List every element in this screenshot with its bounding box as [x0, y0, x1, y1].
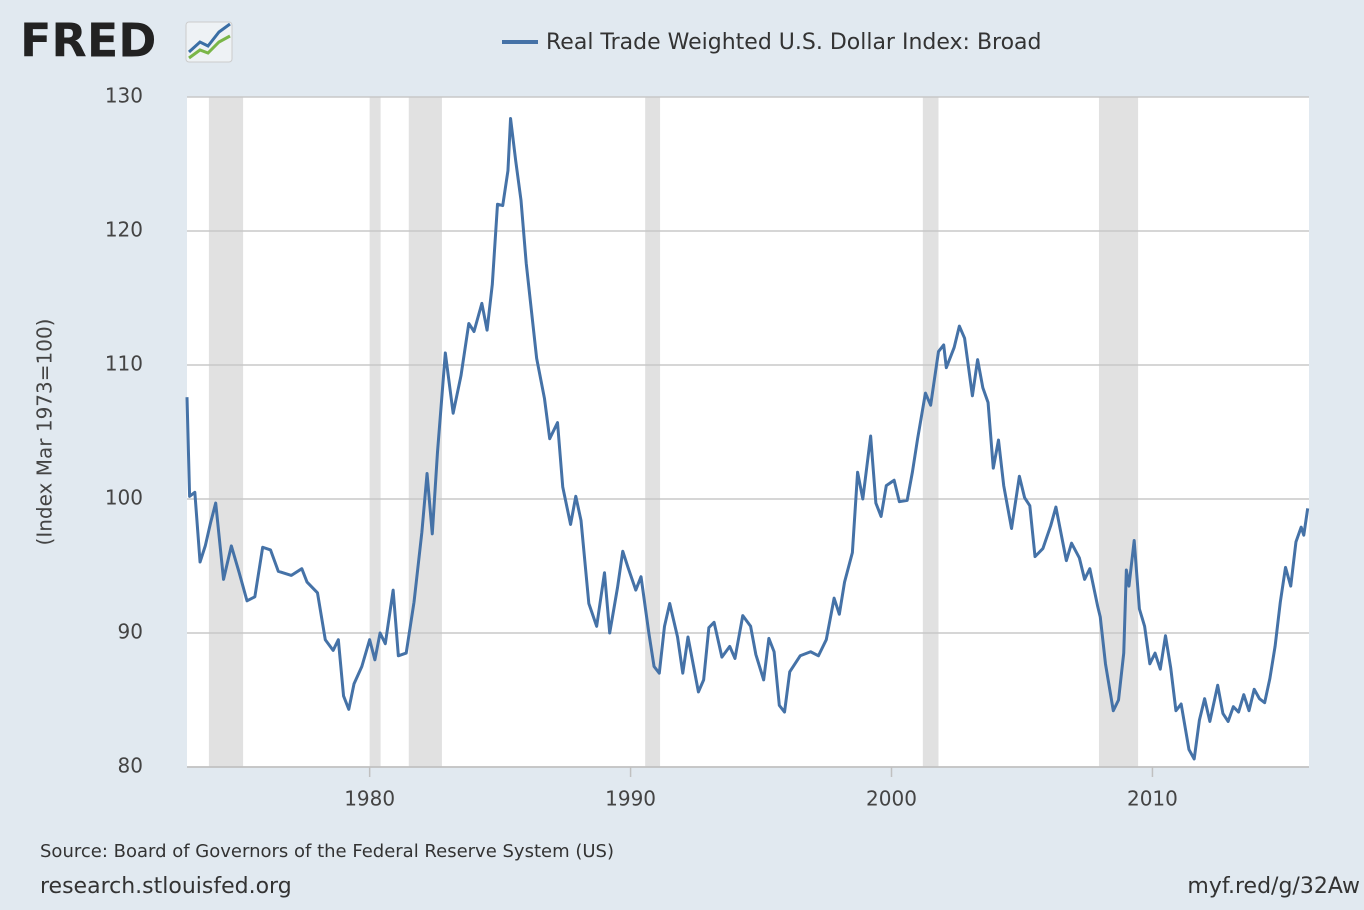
x-tick-label: 2010 [1127, 787, 1178, 811]
recession-band [922, 97, 939, 767]
x-tick-label: 2000 [866, 787, 917, 811]
y-tick-label: 130 [105, 84, 143, 108]
series-line [185, 116, 1310, 761]
x-tick-label: 1990 [605, 787, 656, 811]
y-tick-label: 90 [118, 620, 143, 644]
recession-band [208, 97, 244, 767]
recession-band [369, 97, 381, 767]
legend-label: Real Trade Weighted U.S. Dollar Index: B… [546, 30, 1042, 55]
recession-band [645, 97, 661, 767]
source: Source: Board of Governors of the Federa… [40, 841, 614, 862]
logo: FRED [20, 14, 156, 68]
y-tick-label: 110 [105, 352, 143, 376]
y-tick-label: 120 [105, 218, 143, 242]
recession-band [408, 97, 442, 767]
y-tick-label: 100 [105, 486, 143, 510]
logo-icon [185, 21, 233, 63]
x-tick-label: 1980 [344, 787, 395, 811]
y-tick-label: 80 [118, 754, 143, 778]
y-axis-label: (Index Mar 1973=100) [33, 319, 57, 546]
footer-right: myf.red/g/32Aw [1187, 874, 1360, 899]
plot-area [187, 97, 1309, 767]
footer-left: research.stlouisfed.org [40, 874, 292, 899]
